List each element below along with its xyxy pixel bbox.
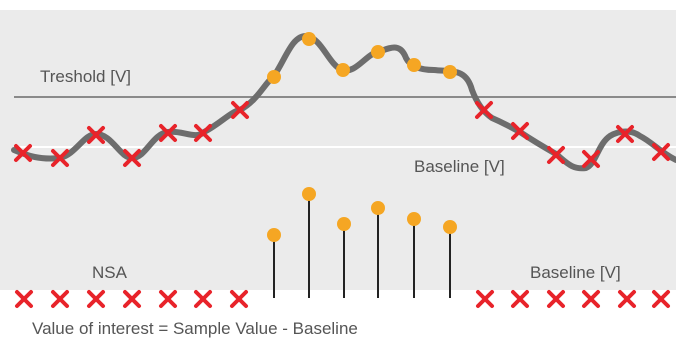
nsa-marker [15,290,33,308]
nsa-marker [230,290,248,308]
bottom-sample-markers [15,290,670,308]
sample-marker-below [616,125,634,143]
baseline-top-label: Baseline [V] [414,157,505,176]
baseline-marker [547,290,565,308]
nsa-marker [51,290,69,308]
sample-marker-above [336,63,350,77]
sample-marker-above [407,58,421,72]
sample-marker-below [511,122,529,140]
baseline-bottom-label: Baseline [V] [530,263,621,282]
nsa-marker [194,290,212,308]
sample-marker-below [51,149,69,167]
sample-marker-below [475,101,493,119]
value-stem-head [267,228,281,242]
sample-marker-below [547,146,565,164]
value-stem-head [443,220,457,234]
sample-marker-above [267,70,281,84]
sample-marker-below [87,126,105,144]
nsa-marker [123,290,141,308]
sample-marker-below [231,101,249,119]
sample-marker-below [582,150,600,168]
sample-marker-below [159,124,177,142]
baseline-marker [582,290,600,308]
value-stem-head [302,187,316,201]
baseline-marker [652,290,670,308]
sample-marker-below [194,124,212,142]
sample-marker-below [652,143,670,161]
sample-marker-below [123,149,141,167]
diagram-panel [0,10,676,290]
nsa-marker [159,290,177,308]
value-stems [273,194,451,298]
sample-marker-above [443,65,457,79]
top-sample-markers [14,32,670,168]
sample-marker-above [371,45,385,59]
value-stem-heads [267,187,457,242]
threshold-label: Treshold [V] [40,67,131,86]
nsa-marker [87,290,105,308]
value-stem-head [407,212,421,226]
value-stem-head [371,201,385,215]
baseline-marker [618,290,636,308]
value-stem-head [337,217,351,231]
formula-label: Value of interest = Sample Value - Basel… [32,319,358,338]
nsa-label: NSA [92,263,128,282]
sample-marker-above [302,32,316,46]
sample-marker-below [14,144,32,162]
baseline-marker [511,290,529,308]
baseline-marker [476,290,494,308]
